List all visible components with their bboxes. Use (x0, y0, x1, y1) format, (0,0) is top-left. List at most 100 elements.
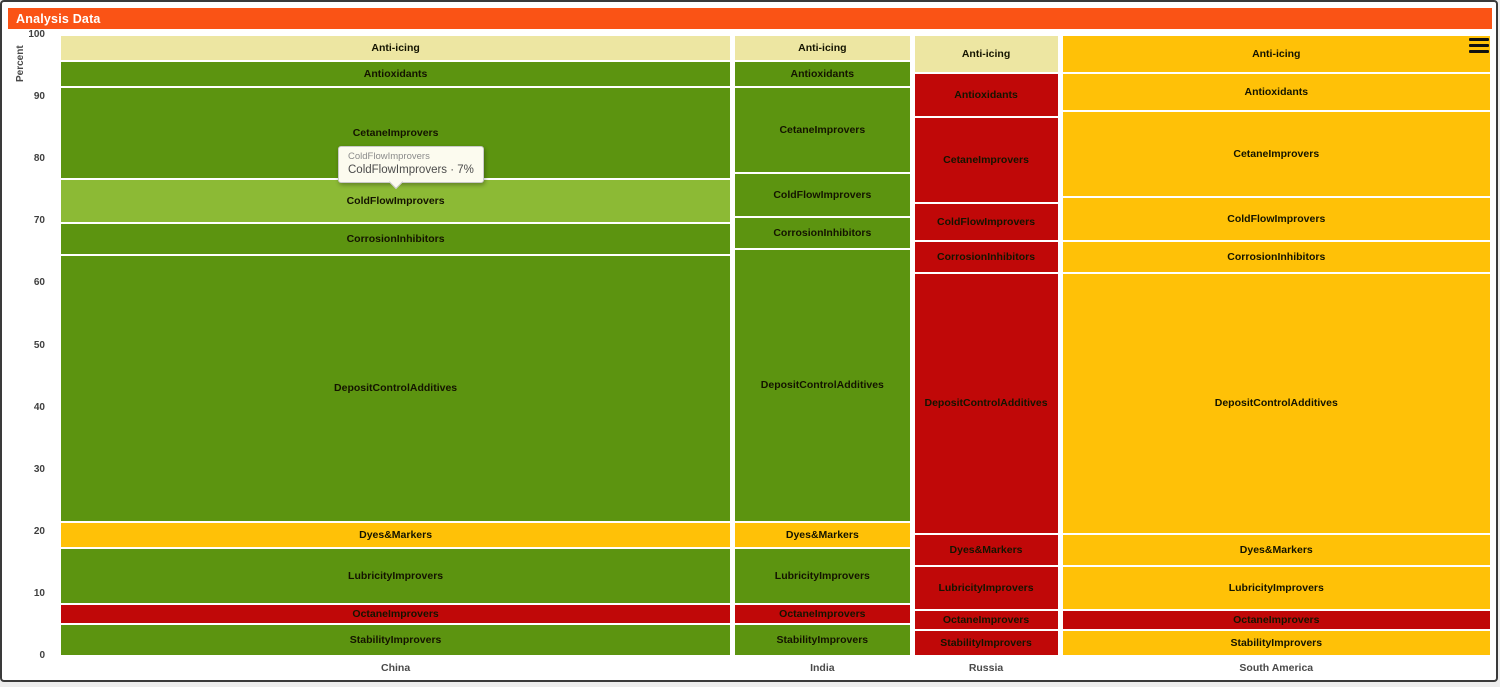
cell-south-america-depositcontroladditives[interactable]: DepositControlAdditives (1061, 273, 1491, 534)
cell-south-america-coldflowimprovers[interactable]: ColdFlowImprovers (1061, 197, 1491, 242)
cell-china-antioxidants[interactable]: Antioxidants (60, 61, 732, 88)
cell-south-america-antioxidants[interactable]: Antioxidants (1061, 73, 1491, 112)
cell-russia-lubricityimprovers[interactable]: LubricityImprovers (913, 565, 1059, 610)
cell-south-america-stabilityimprovers[interactable]: StabilityImprovers (1061, 629, 1491, 656)
cell-russia-stabilityimprovers[interactable]: StabilityImprovers (913, 629, 1059, 656)
cell-russia-antioxidants[interactable]: Antioxidants (913, 73, 1059, 118)
cell-south-america-cetaneimprovers[interactable]: CetaneImprovers (1061, 111, 1491, 198)
cell-label: Antioxidants (954, 88, 1018, 101)
cell-india-octaneimprovers[interactable]: OctaneImprovers (734, 603, 911, 624)
cell-label: ColdFlowImprovers (937, 216, 1036, 229)
cell-label: Anti-icing (371, 41, 420, 54)
x-axis-category-label: South America (1239, 662, 1314, 674)
y-axis-tick-labels: 0 10 20 30 40 50 60 70 80 90 100 (2, 29, 49, 661)
cell-china-stabilityimprovers[interactable]: StabilityImprovers (60, 623, 732, 657)
header-bar: Analysis Data (8, 8, 1492, 29)
cell-label: Anti-icing (798, 41, 847, 54)
column-russia: Anti-icing Antioxidants CetaneImprovers Col… (913, 35, 1059, 674)
cell-south-america-anti-icing[interactable]: Anti-icing (1061, 35, 1491, 74)
cell-south-america-octaneimprovers[interactable]: OctaneImprovers (1061, 609, 1491, 630)
y-tick-label-40: 40 (33, 401, 45, 413)
cell-south-america-lubricityimprovers[interactable]: LubricityImprovers (1061, 565, 1491, 610)
cell-china-anti-icing[interactable]: Anti-icing (60, 35, 732, 62)
plot-area: Anti-icing Antioxidants CetaneImprovers Col… (60, 35, 1491, 674)
cell-label: Dyes&Markers (949, 543, 1023, 556)
cell-russia-coldflowimprovers[interactable]: ColdFlowImprovers (913, 203, 1059, 242)
page-title: Analysis Data (16, 11, 101, 26)
cell-india-dyes-markers[interactable]: Dyes&Markers (734, 521, 911, 548)
cell-label: CorrosionInhibitors (1227, 251, 1326, 264)
cell-label: CorrosionInhibitors (773, 227, 872, 240)
cell-india-depositcontroladditives[interactable]: DepositControlAdditives (734, 249, 911, 522)
y-tick-label-20: 20 (33, 525, 45, 537)
cell-russia-octaneimprovers[interactable]: OctaneImprovers (913, 609, 1059, 630)
cell-label: CorrosionInhibitors (346, 233, 445, 246)
column-india: Anti-icing Antioxidants CetaneImprovers Col… (734, 35, 911, 674)
y-tick-label-0: 0 (39, 650, 45, 661)
cell-label: Dyes&Markers (359, 528, 433, 541)
y-tick-label-50: 50 (33, 339, 45, 351)
cell-label: DepositControlAdditives (924, 397, 1048, 410)
hamburger-bar (1469, 49, 1489, 53)
x-axis-category-label: India (810, 662, 835, 674)
cell-china-lubricityimprovers[interactable]: LubricityImprovers (60, 547, 732, 604)
cell-label: CetaneImprovers (943, 153, 1029, 166)
tooltip-value-line: ColdFlowImprovers · 7% (348, 164, 474, 176)
cell-label: Dyes&Markers (1239, 543, 1313, 556)
cell-label: CetaneImprovers (779, 123, 866, 136)
cell-russia-cetaneimprovers[interactable]: CetaneImprovers (913, 117, 1059, 204)
cell-china-dyes-markers[interactable]: Dyes&Markers (60, 521, 732, 548)
cell-label: OctaneImprovers (779, 607, 866, 620)
cell-label: DepositControlAdditives (334, 382, 458, 395)
hamburger-bar (1469, 38, 1489, 42)
tooltip: ColdFlowImprovers ColdFlowImprovers · 7% (338, 146, 484, 190)
cell-india-corrosioninhibitors[interactable]: CorrosionInhibitors (734, 217, 911, 250)
cell-label: OctaneImprovers (352, 607, 439, 620)
cell-label: OctaneImprovers (1233, 613, 1320, 626)
cell-south-america-corrosioninhibitors[interactable]: CorrosionInhibitors (1061, 241, 1491, 274)
cell-china-corrosioninhibitors[interactable]: CorrosionInhibitors (60, 223, 732, 256)
column-south-america: Anti-icing Antioxidants CetaneImprovers Col… (1061, 35, 1491, 674)
cell-label: StabilityImprovers (940, 636, 1032, 649)
x-axis-category-label: Russia (968, 662, 1004, 674)
cell-label: OctaneImprovers (942, 613, 1030, 626)
column-china: Anti-icing Antioxidants CetaneImprovers Col… (60, 35, 732, 674)
cell-russia-corrosioninhibitors[interactable]: CorrosionInhibitors (913, 241, 1059, 274)
cell-label: CorrosionInhibitors (937, 251, 1036, 264)
cell-india-stabilityimprovers[interactable]: StabilityImprovers (734, 623, 911, 657)
y-tick-label-30: 30 (33, 463, 45, 475)
cell-china-octaneimprovers[interactable]: OctaneImprovers (60, 603, 732, 624)
y-tick-label-80: 80 (33, 153, 45, 165)
cell-label: Antioxidants (790, 67, 855, 80)
y-tick-label-90: 90 (33, 91, 45, 103)
cell-russia-depositcontroladditives[interactable]: DepositControlAdditives (913, 273, 1059, 534)
cell-label: ColdFlowImprovers (346, 195, 445, 208)
cell-label: StabilityImprovers (1230, 636, 1323, 649)
cell-label: Anti-icing (961, 47, 1011, 60)
y-tick-label-60: 60 (33, 277, 45, 289)
cell-label: Antioxidants (363, 67, 428, 80)
cell-label: LubricityImprovers (1228, 581, 1324, 594)
cell-india-anti-icing[interactable]: Anti-icing (734, 35, 911, 62)
cell-label: ColdFlowImprovers (773, 189, 872, 202)
cell-label: LubricityImprovers (938, 581, 1034, 594)
cell-south-america-dyes-markers[interactable]: Dyes&Markers (1061, 533, 1491, 566)
y-tick-label-10: 10 (33, 587, 45, 599)
cell-label: StabilityImprovers (776, 633, 869, 646)
x-axis-category-label: China (381, 662, 411, 674)
cell-india-coldflowimprovers[interactable]: ColdFlowImprovers (734, 173, 911, 218)
cell-india-cetaneimprovers[interactable]: CetaneImprovers (734, 87, 911, 174)
cell-label: Antioxidants (1244, 85, 1309, 98)
cell-label: LubricityImprovers (348, 569, 444, 582)
cell-label: Anti-icing (1252, 47, 1301, 60)
cell-india-lubricityimprovers[interactable]: LubricityImprovers (734, 547, 911, 604)
cell-china-depositcontroladditives[interactable]: DepositControlAdditives (60, 255, 732, 522)
hamburger-bar (1469, 43, 1489, 48)
hamburger-menu-icon[interactable] (1469, 38, 1489, 53)
cell-russia-dyes-markers[interactable]: Dyes&Markers (913, 533, 1059, 566)
cell-russia-anti-icing[interactable]: Anti-icing (913, 35, 1059, 74)
cell-label: DepositControlAdditives (1214, 397, 1338, 410)
cell-label: ColdFlowImprovers (1227, 213, 1326, 226)
cell-india-antioxidants[interactable]: Antioxidants (734, 61, 911, 88)
